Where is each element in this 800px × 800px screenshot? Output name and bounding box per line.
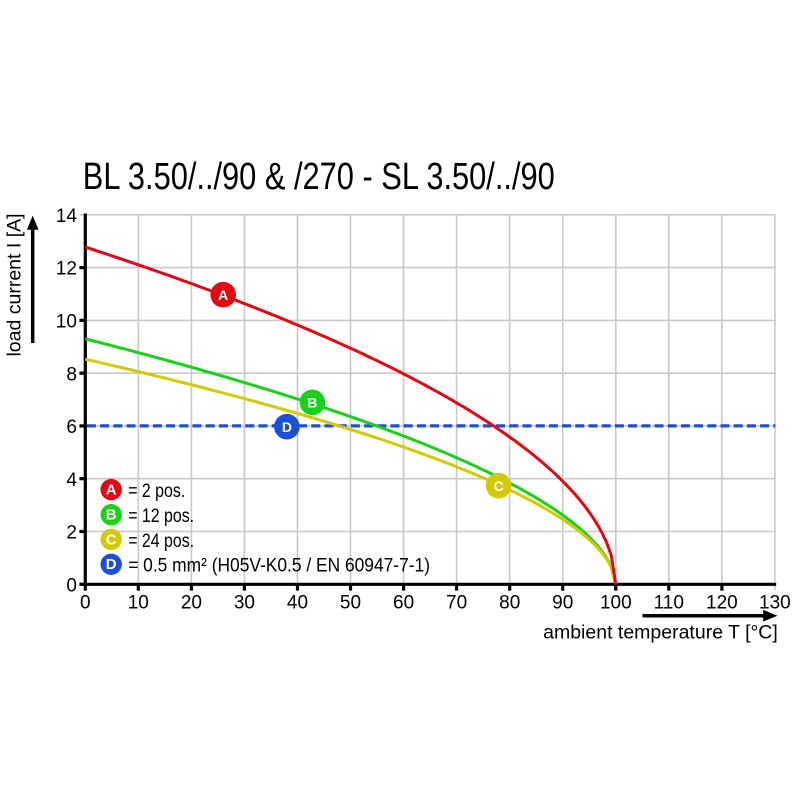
svg-text:90: 90: [552, 592, 573, 613]
svg-text:30: 30: [234, 592, 255, 613]
svg-text:= 0.5 mm² (H05V-K0.5 / EN 6094: = 0.5 mm² (H05V-K0.5 / EN 60947-7-1): [128, 555, 430, 577]
svg-text:120: 120: [706, 592, 738, 613]
svg-text:130: 130: [759, 592, 791, 613]
svg-text:= 2 pos.: = 2 pos.: [128, 480, 185, 502]
svg-text:2: 2: [66, 523, 77, 544]
svg-text:10: 10: [128, 592, 149, 613]
svg-text:D: D: [106, 556, 117, 573]
svg-text:12: 12: [56, 259, 77, 280]
svg-text:= 24 pos.: = 24 pos.: [128, 530, 194, 552]
svg-text:80: 80: [499, 592, 520, 613]
svg-text:C: C: [494, 478, 504, 494]
svg-text:B: B: [307, 395, 317, 411]
svg-text:60: 60: [393, 592, 414, 613]
svg-text:6: 6: [66, 417, 77, 438]
svg-text:100: 100: [600, 592, 632, 613]
svg-text:= 12 pos.: = 12 pos.: [128, 505, 194, 527]
svg-text:110: 110: [654, 592, 684, 613]
svg-text:20: 20: [181, 592, 202, 613]
svg-text:load current I [A]: load current I [A]: [3, 213, 25, 356]
svg-text:10: 10: [56, 312, 77, 333]
svg-text:ambient temperature T [°C]: ambient temperature T [°C]: [543, 621, 778, 643]
svg-text:A: A: [106, 482, 117, 499]
svg-text:D: D: [282, 419, 292, 435]
svg-text:40: 40: [287, 592, 308, 613]
svg-text:70: 70: [446, 592, 467, 613]
svg-text:50: 50: [340, 592, 361, 613]
svg-text:4: 4: [66, 470, 77, 491]
svg-text:14: 14: [56, 206, 78, 227]
svg-text:0: 0: [80, 592, 91, 613]
svg-text:0: 0: [66, 575, 77, 596]
svg-text:C: C: [106, 531, 117, 548]
svg-text:8: 8: [66, 364, 77, 385]
svg-text:BL 3.50/../90 & /270 - SL 3.50: BL 3.50/../90 & /270 - SL 3.50/../90: [83, 156, 555, 198]
svg-text:B: B: [106, 507, 117, 524]
svg-text:A: A: [218, 287, 228, 303]
